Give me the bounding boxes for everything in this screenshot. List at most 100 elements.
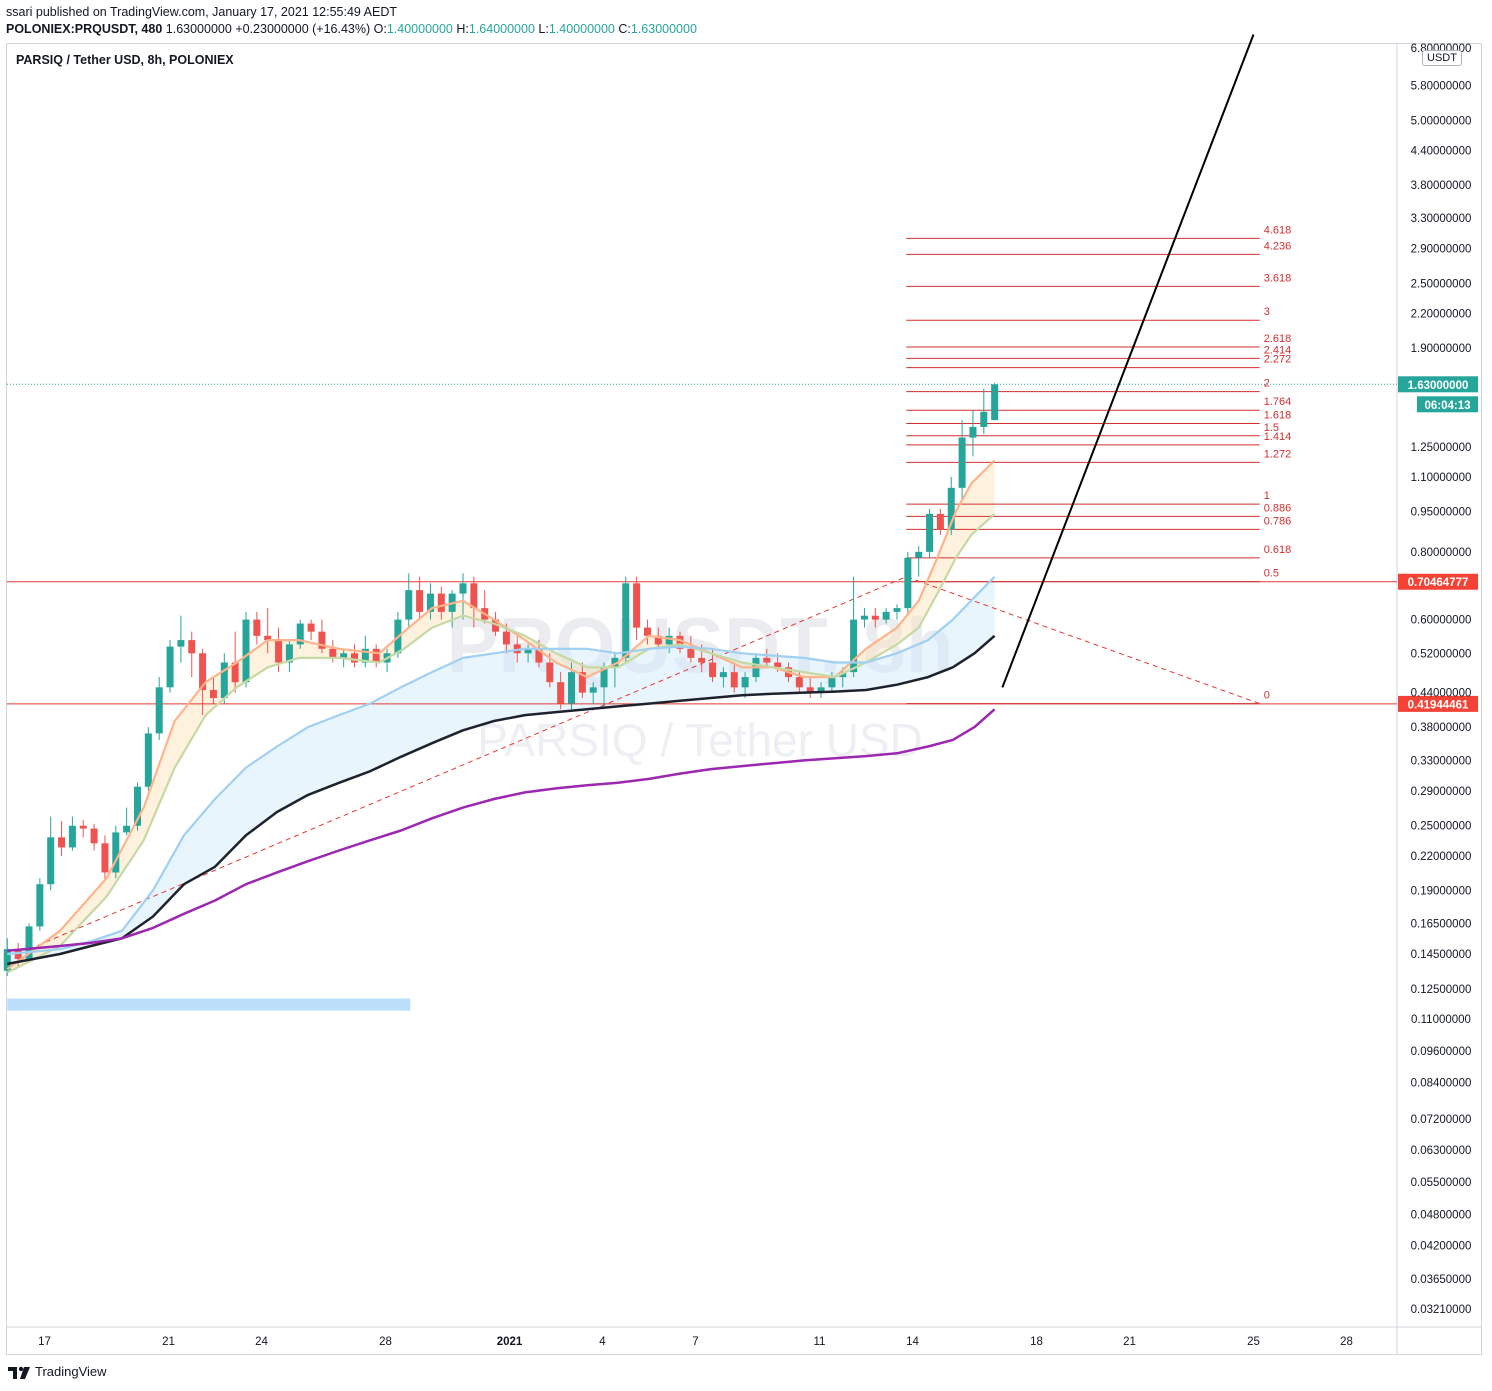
candle-body <box>709 662 717 678</box>
candle-body <box>817 687 825 693</box>
candle-body <box>470 583 478 609</box>
unit-selector[interactable]: USDT <box>1422 50 1462 66</box>
candle-body <box>405 590 413 620</box>
l-label: L: <box>538 22 549 36</box>
candle-body <box>665 635 673 645</box>
candle-body <box>134 786 141 826</box>
candle-body <box>806 687 814 693</box>
candle-body <box>871 615 879 620</box>
candle-body <box>860 615 868 620</box>
time-tick-label: 21 <box>1123 1336 1136 1348</box>
price-tick-label: 0.80000000 <box>1411 547 1472 559</box>
candle-body <box>578 672 586 693</box>
price-tick-label: 0.60000000 <box>1411 615 1472 627</box>
time-tick-label: 28 <box>1340 1336 1353 1348</box>
ma-line-5 <box>7 708 996 953</box>
candle-body <box>101 843 109 873</box>
price-tick-label: 0.12500000 <box>1411 984 1472 996</box>
candle-body <box>58 837 66 848</box>
price-tick-label: 0.25000000 <box>1411 821 1472 833</box>
fib-level-label: 1.764 <box>1264 396 1292 408</box>
candle-body <box>654 635 662 645</box>
price-tick-label: 0.33000000 <box>1411 755 1472 767</box>
published-line: ssari published on TradingView.com, Janu… <box>6 5 397 19</box>
ma-line-2 <box>6 513 996 974</box>
candle-body <box>557 682 565 704</box>
time-tick-label: 14 <box>906 1336 919 1348</box>
candle-body <box>318 631 326 649</box>
fib-level-label: 2 <box>1264 378 1270 390</box>
fib-level-label: 0.618 <box>1264 544 1292 556</box>
price-tick-label: 4.40000000 <box>1411 145 1472 157</box>
fib-level-label: 1.272 <box>1264 448 1292 460</box>
fib-trend-dashed-line[interactable] <box>28 576 1260 950</box>
candle-body <box>144 733 152 787</box>
l-value: 1.40000000 <box>548 22 615 36</box>
candle-body <box>264 635 272 641</box>
candle-body <box>329 648 337 658</box>
price-level-label: 0.70464777 <box>1408 577 1469 589</box>
price-tick-label: 1.25000000 <box>1411 442 1472 454</box>
price-level-label: 0.41944461 <box>1408 699 1469 711</box>
candle-body <box>589 687 597 693</box>
candle-body <box>275 640 283 663</box>
candle-body <box>285 644 293 663</box>
h-label: H: <box>456 22 469 36</box>
price-tick-label: 0.38000000 <box>1411 722 1472 734</box>
last-price-label: 1.63000000 <box>1408 380 1469 392</box>
fib-level-label: 4.236 <box>1264 240 1292 252</box>
footer-brand[interactable]: TradingView <box>8 1364 107 1379</box>
countdown-bg <box>1417 396 1478 413</box>
candle-body <box>958 437 966 488</box>
candle-body <box>546 662 554 683</box>
fib-level-label: 0 <box>1264 690 1270 702</box>
candle-body <box>459 583 467 594</box>
price-tick-label: 1.10000000 <box>1411 472 1472 484</box>
price-tick-label: 2.50000000 <box>1411 279 1472 291</box>
candle-body <box>882 611 890 620</box>
candle-body <box>524 648 532 654</box>
c-value: 1.63000000 <box>630 22 697 36</box>
time-tick-label: 4 <box>599 1336 606 1348</box>
countdown-label: 06:04:13 <box>1424 400 1470 412</box>
price-tick-label: 2.20000000 <box>1411 309 1472 321</box>
candle-body <box>730 672 738 688</box>
price-label-bg <box>1398 573 1478 590</box>
candle-body <box>36 884 44 927</box>
time-tick-label: 7 <box>692 1336 698 1348</box>
candle-body <box>188 640 196 654</box>
trend-line[interactable] <box>1001 34 1255 688</box>
fib-level-label: 3.618 <box>1264 272 1292 284</box>
price-tick-label: 2.90000000 <box>1411 244 1472 256</box>
fib-level-label: 1.414 <box>1264 431 1292 443</box>
candle-body <box>90 828 98 844</box>
price-tick-label: 0.19000000 <box>1411 885 1472 897</box>
watermark-name: PARSIQ / Tether USD <box>477 714 923 766</box>
candle-body <box>155 687 163 734</box>
tradingview-logo-icon <box>8 1365 30 1379</box>
time-tick-label: 25 <box>1247 1336 1260 1348</box>
candle-body <box>795 677 803 688</box>
ma-line-3 <box>7 575 996 956</box>
time-tick-label: 24 <box>255 1336 268 1348</box>
candle-body <box>535 648 543 663</box>
candle-body <box>969 426 977 438</box>
candle-body <box>850 619 858 673</box>
chart-legend-title: PARSIQ / Tether USD, 8h, POLONIEX <box>16 53 234 67</box>
fib-level-label: 2.272 <box>1264 354 1292 366</box>
time-tick-label: 2021 <box>497 1336 523 1348</box>
chart-frame <box>6 43 1482 1355</box>
candle-body <box>416 590 424 612</box>
price-tick-label: 0.14500000 <box>1411 949 1472 961</box>
fib-level-label: 0.886 <box>1264 502 1292 514</box>
candle-body <box>307 623 315 632</box>
candle-body <box>741 677 749 688</box>
candle-body <box>296 623 304 645</box>
candle-body <box>947 487 955 530</box>
candle-body <box>719 672 727 678</box>
candle-body <box>112 832 120 873</box>
symbol-name: POLONIEX:PRQUSDT, 480 <box>6 22 163 36</box>
h-value: 1.64000000 <box>468 22 535 36</box>
symbol-line: POLONIEX:PRQUSDT, 480 1.63000000 +0.2300… <box>6 22 697 36</box>
